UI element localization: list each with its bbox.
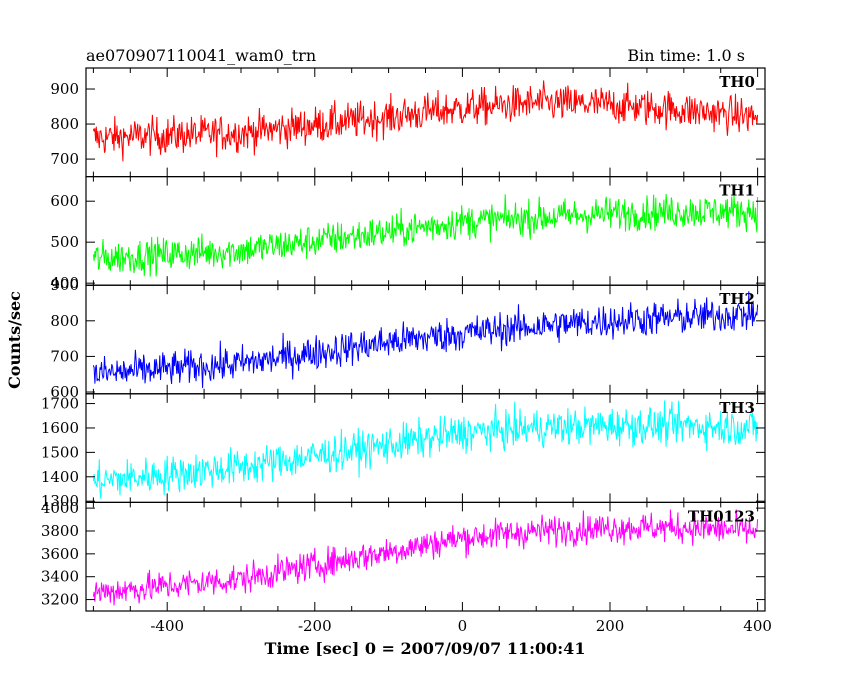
y-tick-label: 900 [50,276,79,294]
x-axis-title: Time [sec] 0 = 2007/09/07 11:00:41 [265,639,586,658]
y-tick-label: 700 [50,150,79,168]
panel-th2: 600 700 800 900 TH2 [50,276,766,401]
x-tick-label: 200 [596,617,625,635]
y-tick-label: 500 [50,233,79,251]
y-tick-label: 3400 [41,568,79,586]
y-tick-label: 3600 [41,545,79,563]
panel-th3: 1300 1400 1500 1600 1700 TH3 [41,393,766,510]
series-line-th0123 [92,509,759,606]
series-line-th1 [92,193,759,277]
x-tick-label: -200 [298,617,332,635]
y-tick-label: 600 [50,192,79,210]
panel-label-th0: TH0 [719,73,755,91]
y-tick-label: 800 [50,312,79,330]
y-tick-label: 400 [50,274,79,292]
y-tick-label: 3200 [41,591,79,609]
y-tick-label: 900 [50,80,79,98]
y-tick-label: 1400 [41,468,79,486]
y-tick-label: 4000 [41,499,79,517]
panel-label-th0123: TH0123 [688,507,755,525]
series-line-th0 [92,80,759,162]
y-tick-label: 800 [50,115,79,133]
chart-title-left: ae070907110041_wam0_trn [86,46,316,65]
x-tick-label: 400 [743,617,772,635]
panel-label-th2: TH2 [719,290,755,308]
chart-title-right: Bin time: 1.0 s [627,46,745,65]
x-tick-labels: -400 -200 0 200 400 [150,617,772,635]
panel-label-th1: TH1 [719,182,755,200]
panel-label-th3: TH3 [719,399,755,417]
y-tick-label: 1600 [41,419,79,437]
y-axis-title: Counts/sec [5,291,24,389]
panel-th0123: 3200 3400 3600 3800 4000 TH0123 [41,499,766,612]
y-tick-label: 1500 [41,443,79,461]
series-line-th2 [92,291,759,389]
x-tick-label: 0 [458,617,468,635]
y-tick-label: 600 [50,383,79,401]
y-tick-label: 1300 [41,492,79,510]
y-tick-label: 700 [50,347,79,365]
y-tick-label: 1700 [41,395,79,413]
y-tick-label: 3800 [41,522,79,540]
series-line-th3 [92,400,759,499]
panels-group: 700 800 900 TH0 400 500 600 TH1 600 700 800 900 TH2 1… [41,67,766,612]
x-tick-label: -400 [150,617,184,635]
